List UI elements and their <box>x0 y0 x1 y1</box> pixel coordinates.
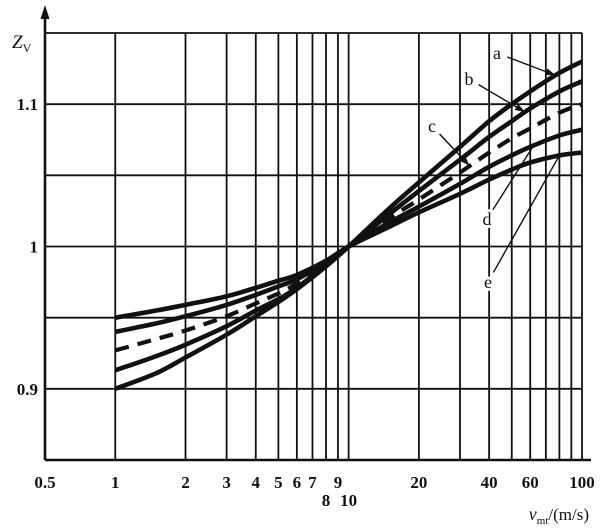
curve-label-e: e <box>484 272 492 292</box>
curve-label-a: a <box>493 43 501 63</box>
y-tick-label: 1.1 <box>17 95 38 114</box>
x-tick-label: 60 <box>522 473 539 492</box>
x-tick-label: 100 <box>569 473 595 492</box>
curve-label-leader-e <box>492 155 560 273</box>
x-tick-label: 2 <box>181 473 190 492</box>
arrowhead-icon <box>544 68 556 76</box>
curve-label-b: b <box>465 69 474 89</box>
y-tick-label: 1 <box>30 238 39 257</box>
x-tick-label: 9 <box>334 473 343 492</box>
curve-label-c: c <box>428 116 436 136</box>
x-tick-label: 4 <box>252 473 261 492</box>
curve-label-leader-a <box>507 56 548 73</box>
x-tick-label: 20 <box>410 473 427 492</box>
curve-label-leader-d <box>492 145 535 211</box>
curve-label-d: d <box>483 209 492 229</box>
x-tick-label: 7 <box>308 473 317 492</box>
curve-label-leader-c <box>439 133 464 160</box>
arrowhead-icon <box>514 103 526 113</box>
curve-e <box>114 150 583 320</box>
y-axis-title: ZV <box>12 32 32 55</box>
arrowhead-icon <box>460 156 470 166</box>
x-tick-label: 10 <box>340 491 357 510</box>
y-tick-label: 0.9 <box>17 380 38 399</box>
x-tick-label: 5 <box>274 473 283 492</box>
x-tick-label: 1 <box>111 473 120 492</box>
x-tick-label: 8 <box>322 491 331 510</box>
x-tick-label: 0.5 <box>34 473 55 492</box>
x-tick-label: 3 <box>222 473 231 492</box>
y-axis-arrow-icon <box>40 5 50 19</box>
x-axis-title: vmt/(m/s) <box>529 504 589 527</box>
x-tick-label: 6 <box>293 473 302 492</box>
grid <box>45 32 583 460</box>
curve-label-leader-b <box>478 83 518 109</box>
x-tick-label: 40 <box>481 473 498 492</box>
